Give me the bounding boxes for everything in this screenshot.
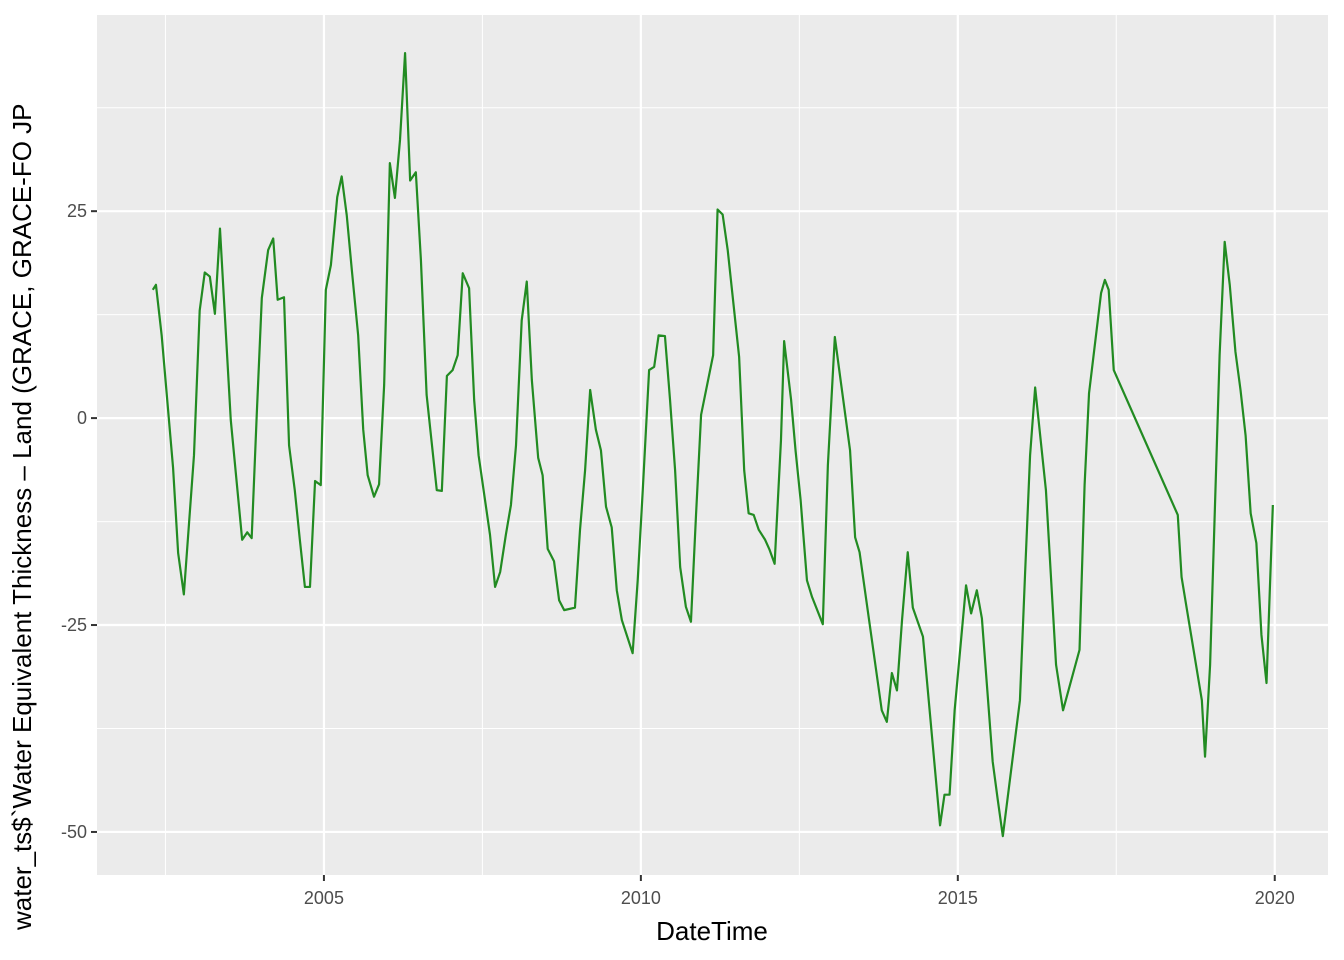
x-axis-title: DateTime: [656, 916, 768, 946]
y-tick-label: 0: [77, 408, 87, 428]
x-tick-label: 2020: [1255, 888, 1295, 908]
grid: [97, 15, 1328, 875]
y-tick-label: -25: [61, 615, 87, 635]
y-axis-title: water_ts$`Water Equivalent Thickness – L…: [7, 103, 37, 931]
y-tick-label: 25: [67, 201, 87, 221]
x-tick-label: 2015: [938, 888, 978, 908]
panel: [97, 15, 1328, 875]
marks: [151, 51, 1274, 838]
x-tick-label: 2005: [304, 888, 344, 908]
data-line: [151, 51, 1274, 838]
x-tick-label: 2010: [621, 888, 661, 908]
y-tick-label: -50: [61, 822, 87, 842]
